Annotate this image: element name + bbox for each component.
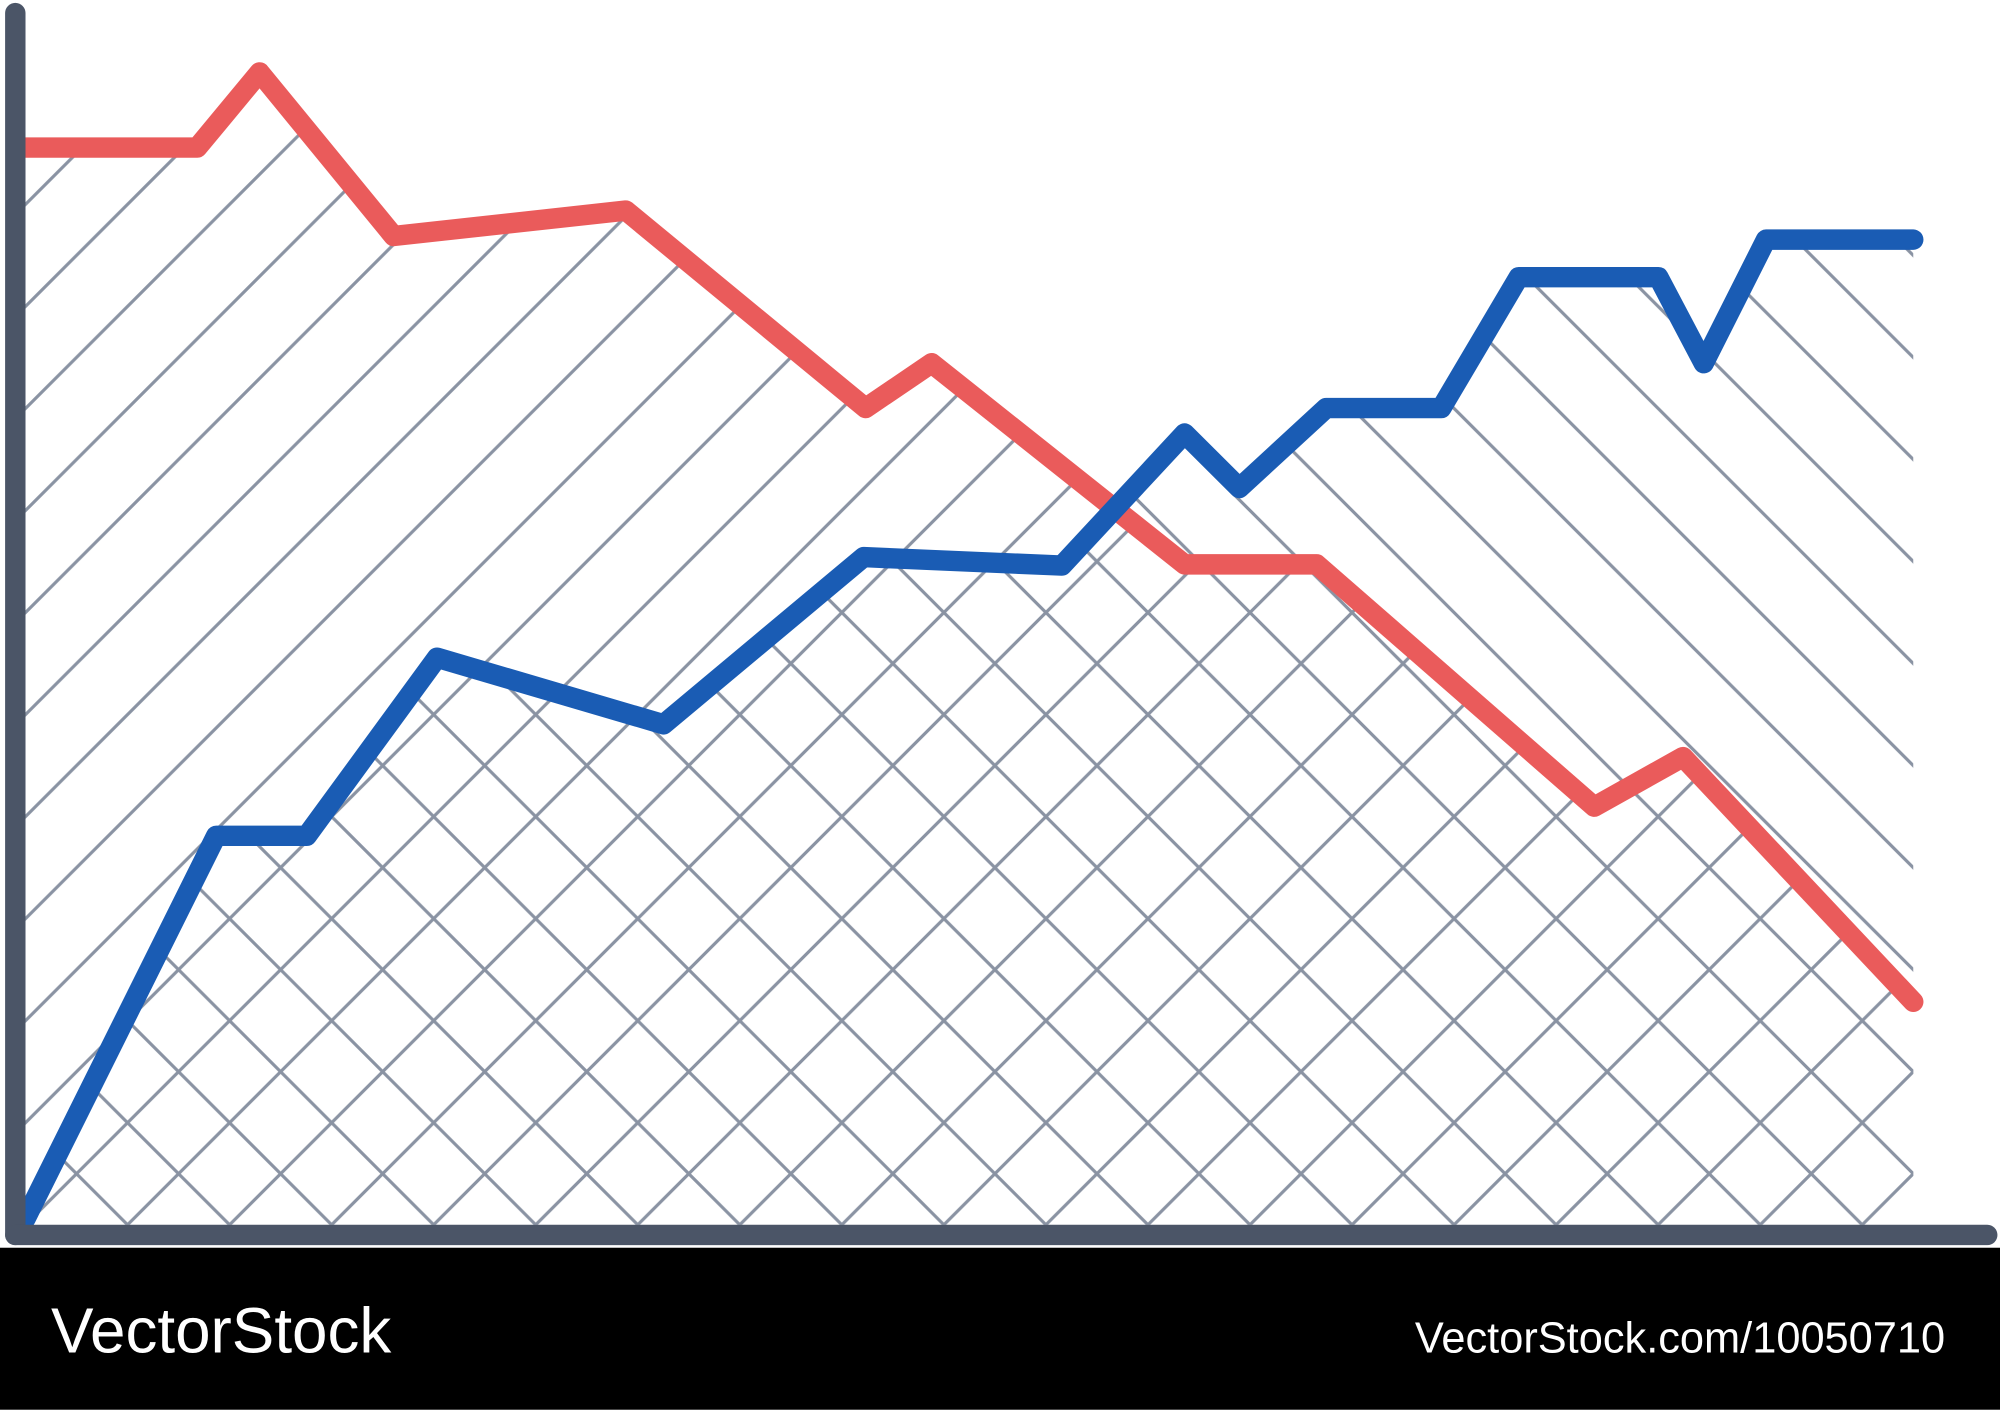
brand: VectorStock: [51, 1294, 391, 1366]
footer-band: [0, 1247, 2000, 1410]
series-line: [15, 62, 1924, 1013]
url: VectorStock.com/10050710: [1415, 1314, 1945, 1362]
series-line: [15, 229, 1924, 1229]
hatched-area: [25, 239, 1914, 1225]
